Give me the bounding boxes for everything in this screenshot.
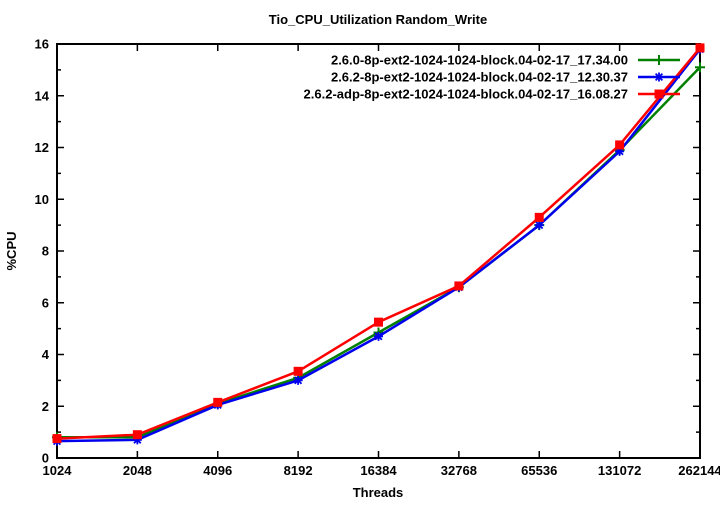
legend-entry: 2.6.2-8p-ext2-1024-1024-block.04-02-17_1… [331,70,680,85]
square-marker-icon [534,212,544,222]
asterisk-marker-icon [535,221,544,230]
x-tick-label: 8192 [284,463,313,478]
series-2-marker [52,434,62,444]
legend-entry: 2.6.2-adp-8p-ext2-1024-1024-block.04-02-… [304,87,680,102]
square-marker-icon [293,366,303,376]
series-1-line [55,47,702,443]
x-tick-label: 131072 [598,463,641,478]
x-tick-label: 16384 [360,463,397,478]
x-tick-label: 2048 [123,463,152,478]
asterisk-marker-icon [654,72,664,82]
legend: 2.6.0-8p-ext2-1024-1024-block.04-02-17_1… [304,53,680,102]
x-tick-label: 4096 [203,463,232,478]
series-2-marker [293,366,303,376]
x-tick-label: 32768 [441,463,477,478]
series-layer [52,43,705,446]
legend-entry-sample-marker [654,72,664,82]
legend-entry-label: 2.6.2-8p-ext2-1024-1024-block.04-02-17_1… [331,70,628,85]
series-2-marker [615,140,625,150]
y-tick-label: 2 [42,399,49,414]
legend-entry-label: 2.6.0-8p-ext2-1024-1024-block.04-02-17_1… [331,53,628,68]
y-axis-label: %CPU [4,231,19,270]
series-1-marker [374,331,383,341]
y-tick-label: 10 [35,192,49,207]
y-tick-label: 12 [35,140,49,155]
square-marker-icon [654,89,664,99]
x-tick-label: 65536 [521,463,557,478]
legend-entry-sample-marker [654,89,664,99]
series-1-marker [293,375,303,385]
y-tick-label: 14 [35,88,50,103]
series-2-marker [213,397,223,407]
legend-entry-sample-marker [654,55,664,65]
square-marker-icon [695,43,705,53]
square-marker-icon [454,281,464,291]
series-2-marker [534,212,544,222]
x-axis-label: Threads [353,485,404,500]
x-tick-label: 1024 [43,463,73,478]
asterisk-marker-icon [294,376,303,385]
series-2-marker [374,317,383,327]
series-1-marker [534,220,544,230]
series-0-line [55,66,702,439]
series-2-line [55,46,702,440]
plot-border [56,43,701,459]
y-tick-label: 0 [42,451,49,466]
y-tick-label: 16 [35,37,49,52]
x-tick-label: 262144 [678,463,720,478]
square-marker-icon [52,434,62,444]
series-2-marker [454,281,464,291]
square-marker-icon [213,397,223,407]
chart-title: Tio_CPU_Utilization Random_Write [269,12,487,27]
square-marker-icon [615,140,625,150]
asterisk-marker-icon [374,332,383,341]
series-2-marker [132,430,142,440]
square-marker-icon [374,317,383,327]
legend-entry-label: 2.6.2-adp-8p-ext2-1024-1024-block.04-02-… [304,87,628,102]
y-tick-label: 4 [42,347,50,362]
square-marker-icon [132,430,142,440]
plot-area: 1024 2048 4096 8192 16384 32768 65536 131072 262… [35,37,720,479]
y-tick-label: 6 [42,295,49,310]
series-0-marker [695,62,705,73]
series-2-marker [695,43,705,53]
y-tick-label: 8 [42,244,49,259]
legend-entry: 2.6.0-8p-ext2-1024-1024-block.04-02-17_1… [331,53,680,68]
